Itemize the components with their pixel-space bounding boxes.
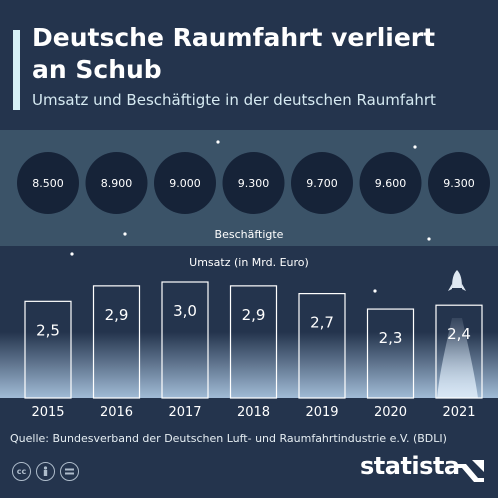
cc-icon[interactable]: cc bbox=[12, 462, 31, 481]
employee-bubble bbox=[85, 152, 148, 214]
revenue-value: 3,0 bbox=[173, 302, 197, 320]
source-note: Quelle: Bundesverband der Deutschen Luft… bbox=[10, 432, 447, 445]
statista-logo-mark-icon bbox=[456, 460, 484, 482]
revenue-value: 2,5 bbox=[36, 321, 60, 339]
employees-label: Beschäftigte bbox=[214, 228, 284, 241]
title-accent-bar bbox=[13, 30, 20, 110]
license-icons: cc bbox=[12, 462, 79, 481]
star bbox=[413, 145, 417, 149]
employee-value: 9.600 bbox=[375, 177, 407, 190]
statista-logo[interactable]: statista bbox=[360, 452, 460, 480]
employee-bubble bbox=[428, 152, 490, 214]
revenue-bar bbox=[161, 281, 209, 399]
employee-value: 9.300 bbox=[238, 177, 270, 190]
employee-value: 9.000 bbox=[169, 177, 201, 190]
year-tick-label: 2020 bbox=[374, 405, 407, 420]
page-subtitle: Umsatz und Beschäftigte in der deutschen… bbox=[32, 91, 436, 109]
revenue-bar bbox=[366, 308, 415, 399]
revenue-value: 2,3 bbox=[379, 329, 403, 347]
year-tick-label: 2019 bbox=[305, 405, 338, 420]
person-icon[interactable] bbox=[36, 462, 55, 481]
year-tick-label: 2021 bbox=[442, 405, 475, 420]
year-tick-label: 2015 bbox=[31, 405, 64, 420]
rocket-plume bbox=[437, 318, 478, 398]
star bbox=[123, 232, 127, 236]
star bbox=[373, 289, 377, 293]
revenue-value: 2,7 bbox=[310, 314, 334, 332]
rocket-icon bbox=[448, 270, 466, 291]
year-tick-label: 2018 bbox=[237, 405, 270, 420]
equals-icon[interactable] bbox=[60, 462, 79, 481]
revenue-bar bbox=[229, 285, 278, 399]
revenue-value: 2,9 bbox=[242, 306, 266, 324]
employee-bubble bbox=[17, 152, 79, 214]
employee-bubble bbox=[291, 152, 353, 214]
employee-bubble bbox=[222, 152, 285, 214]
revenue-bar bbox=[435, 304, 483, 399]
employee-value: 9.300 bbox=[443, 177, 475, 190]
star bbox=[70, 252, 74, 256]
stars-layer bbox=[70, 140, 431, 293]
revenue-value: 2,4 bbox=[447, 325, 471, 343]
revenue-value: 2,9 bbox=[105, 306, 129, 324]
revenue-label: Umsatz (in Mrd. Euro) bbox=[189, 256, 309, 269]
page-title: Deutsche Raumfahrt verliert an Schub bbox=[32, 23, 436, 84]
employee-bubble bbox=[154, 152, 216, 214]
year-tick-label: 2016 bbox=[100, 405, 133, 420]
employee-value: 8.500 bbox=[32, 177, 64, 190]
employee-value: 8.900 bbox=[101, 177, 133, 190]
employee-value: 9.700 bbox=[306, 177, 338, 190]
star bbox=[427, 237, 431, 241]
employee-bubble bbox=[359, 152, 422, 214]
ground-glow bbox=[0, 332, 498, 398]
revenue-bar bbox=[92, 285, 141, 399]
star bbox=[216, 140, 220, 144]
year-tick-label: 2017 bbox=[168, 405, 201, 420]
revenue-bar bbox=[298, 293, 346, 399]
revenue-bar bbox=[24, 300, 72, 399]
